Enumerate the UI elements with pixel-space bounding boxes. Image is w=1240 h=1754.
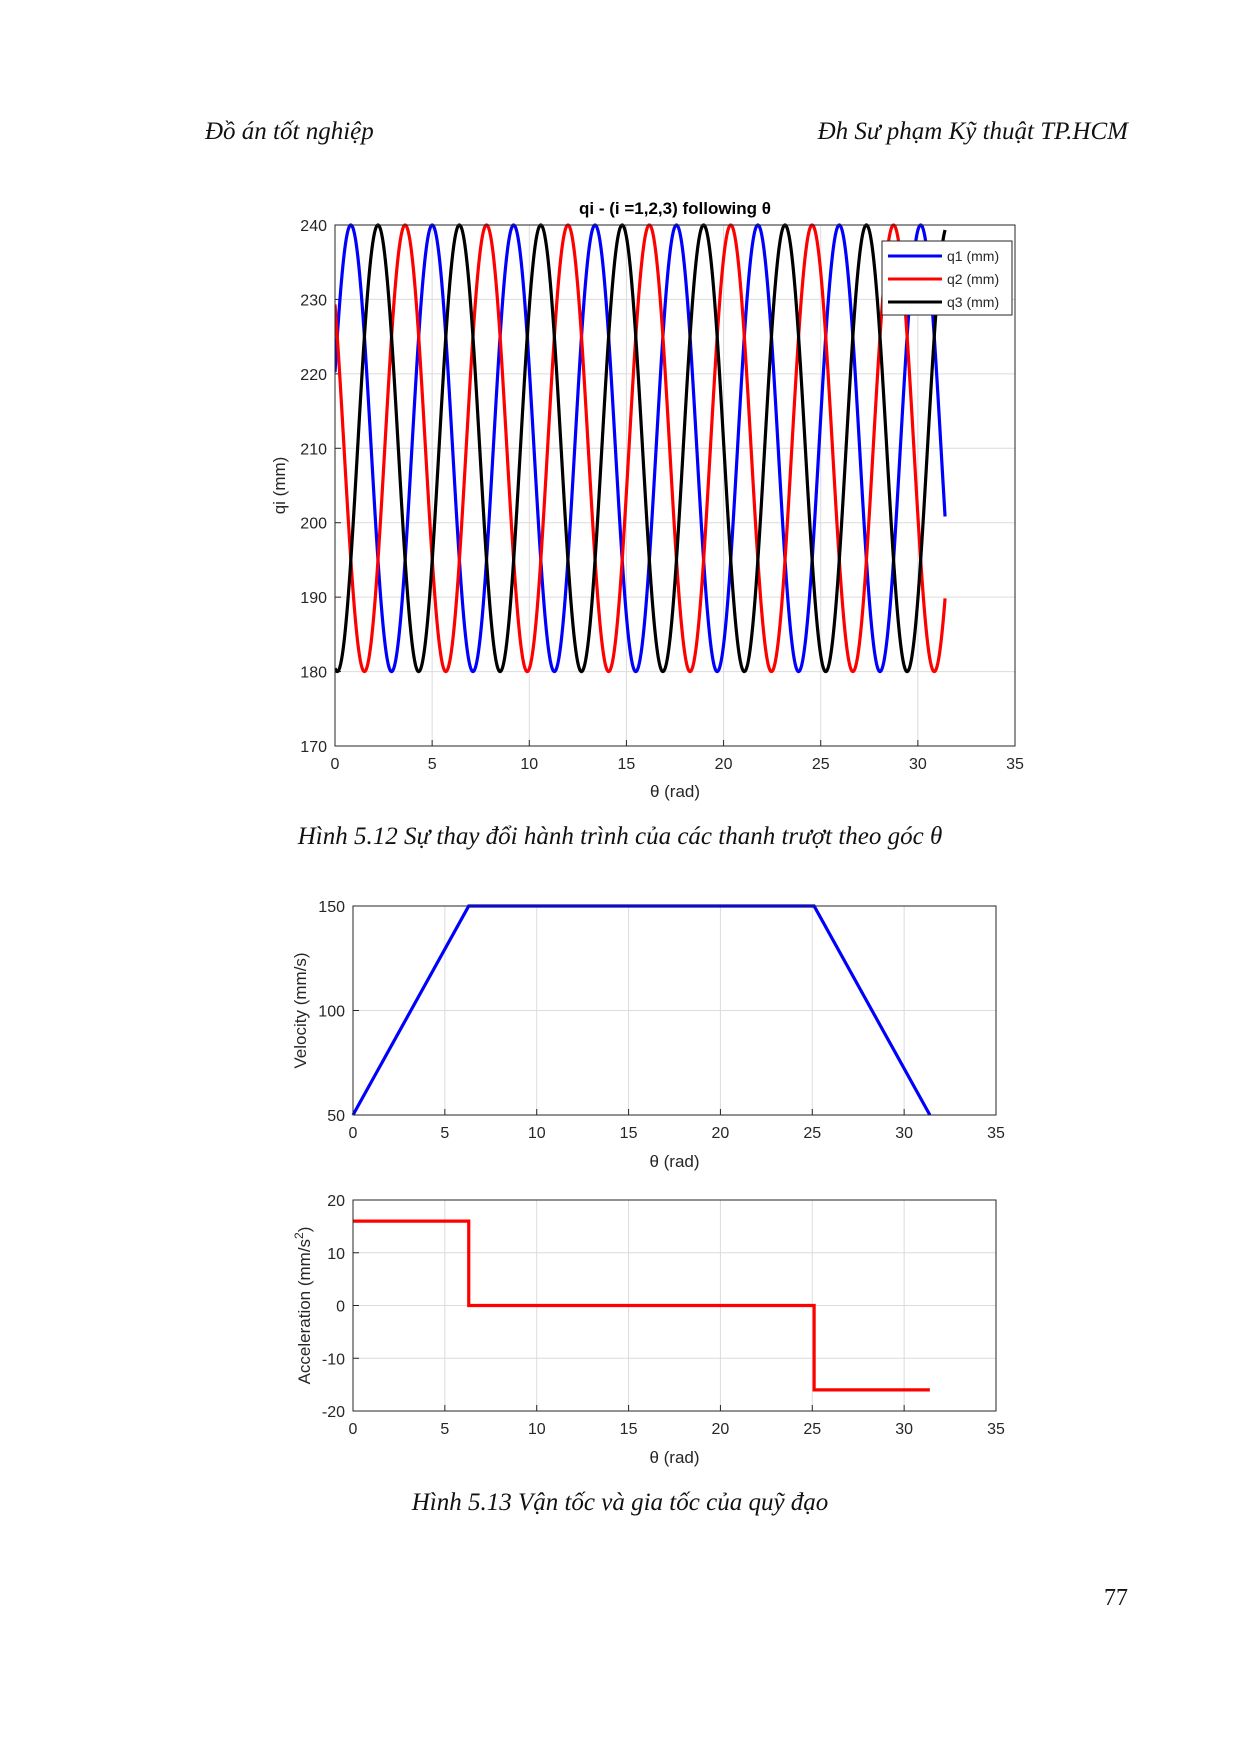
grid-lines [353, 906, 996, 1115]
y-axis-label-main: Acceleration (mm/s [295, 1239, 314, 1384]
legend-label: q2 (mm) [947, 271, 999, 287]
x-tick-label: 5 [440, 1125, 449, 1142]
y-tick-label: 0 [336, 1299, 345, 1316]
x-tick-label: 5 [428, 756, 437, 773]
y-axis-label: Velocity (mm/s) [291, 952, 310, 1068]
y-tick-label: 10 [327, 1246, 345, 1263]
axes-frame [334, 224, 1016, 747]
x-tick-label: 30 [895, 1421, 913, 1438]
y-tick-label: -10 [322, 1351, 345, 1368]
x-axis-label: θ (rad) [650, 782, 700, 801]
page-number: 77 [1104, 1585, 1128, 1611]
series-line-1 [335, 223, 947, 674]
y-tick-label: 170 [300, 739, 327, 756]
series-line-3 [335, 223, 947, 674]
x-tick-label: 15 [620, 1421, 638, 1438]
x-tick-label: 20 [712, 1421, 730, 1438]
series-line-acceleration [353, 1219, 930, 1392]
x-tick-label: 10 [528, 1421, 546, 1438]
y-axis-label-sup: 2 [292, 1232, 306, 1239]
y-tick-label: 50 [327, 1108, 345, 1125]
q-trajectory-chart: 0 5 10 15 20 25 30 35 170 180 190 200 210 220 230 240 θ … [270, 199, 1024, 801]
legend-label: q3 (mm) [947, 294, 999, 310]
velocity-chart: 0 5 10 15 20 25 30 35 50 100 150 θ (rad) Velocity (m… [291, 899, 1005, 1171]
y-tick-label: 200 [300, 516, 327, 533]
y-tick-label: 190 [300, 590, 327, 607]
y-tick-label: 150 [318, 899, 345, 916]
x-tick-label: 35 [1006, 756, 1024, 773]
x-tick-label: 25 [803, 1125, 821, 1142]
x-tick-label: 15 [620, 1125, 638, 1142]
y-axis-label: qi (mm) [270, 457, 289, 515]
legend: q1 (mm) q2 (mm) q3 (mm) [881, 240, 1013, 316]
chart-title: qi - (i =1,2,3) following θ [579, 199, 771, 218]
x-tick-label: 25 [812, 756, 830, 773]
header-left: Đồ án tốt nghiệp [205, 118, 374, 145]
acceleration-chart: 0 5 10 15 20 25 30 35 -20 -10 0 10 20 θ (rad) Accelera… [292, 1193, 1005, 1467]
x-tick-label: 0 [331, 756, 340, 773]
y-tick-label: 180 [300, 665, 327, 682]
x-tick-label: 15 [618, 756, 636, 773]
x-tick-label: 10 [528, 1125, 546, 1142]
y-tick-label: 240 [300, 218, 327, 235]
y-axis-label: Acceleration (mm/s2) [292, 1227, 314, 1385]
x-axis-label: θ (rad) [649, 1448, 699, 1467]
y-tick-label: 210 [300, 441, 327, 458]
axes-frame [352, 1199, 997, 1412]
y-tick-label: 100 [318, 1004, 345, 1021]
x-tick-label: 20 [715, 756, 733, 773]
y-tick-label: 230 [300, 292, 327, 309]
x-tick-label: 0 [349, 1125, 358, 1142]
x-tick-label: 10 [520, 756, 538, 773]
y-tick-label: -20 [322, 1404, 345, 1421]
y-axis-label-end: ) [295, 1227, 314, 1233]
y-tick-label: 220 [300, 367, 327, 384]
x-tick-label: 35 [987, 1125, 1005, 1142]
axes-frame [352, 905, 997, 1116]
x-tick-label: 30 [895, 1125, 913, 1142]
y-tick-label: 20 [327, 1193, 345, 1210]
x-axis-label: θ (rad) [649, 1152, 699, 1171]
x-tick-label: 0 [349, 1421, 358, 1438]
legend-label: q1 (mm) [947, 248, 999, 264]
x-tick-label: 30 [909, 756, 927, 773]
x-tick-label: 35 [987, 1421, 1005, 1438]
x-tick-label: 25 [803, 1421, 821, 1438]
x-tick-label: 5 [440, 1421, 449, 1438]
series-line-2 [335, 223, 947, 674]
figure-5-13-caption: Hình 5.13 Vận tốc và gia tốc của quỹ đạo [411, 1489, 829, 1516]
figure-5-12-caption: Hình 5.12 Sự thay đổi hành trình của các… [297, 823, 943, 850]
x-tick-label: 20 [712, 1125, 730, 1142]
header-right: Đh Sư phạm Kỹ thuật TP.HCM [817, 118, 1128, 145]
